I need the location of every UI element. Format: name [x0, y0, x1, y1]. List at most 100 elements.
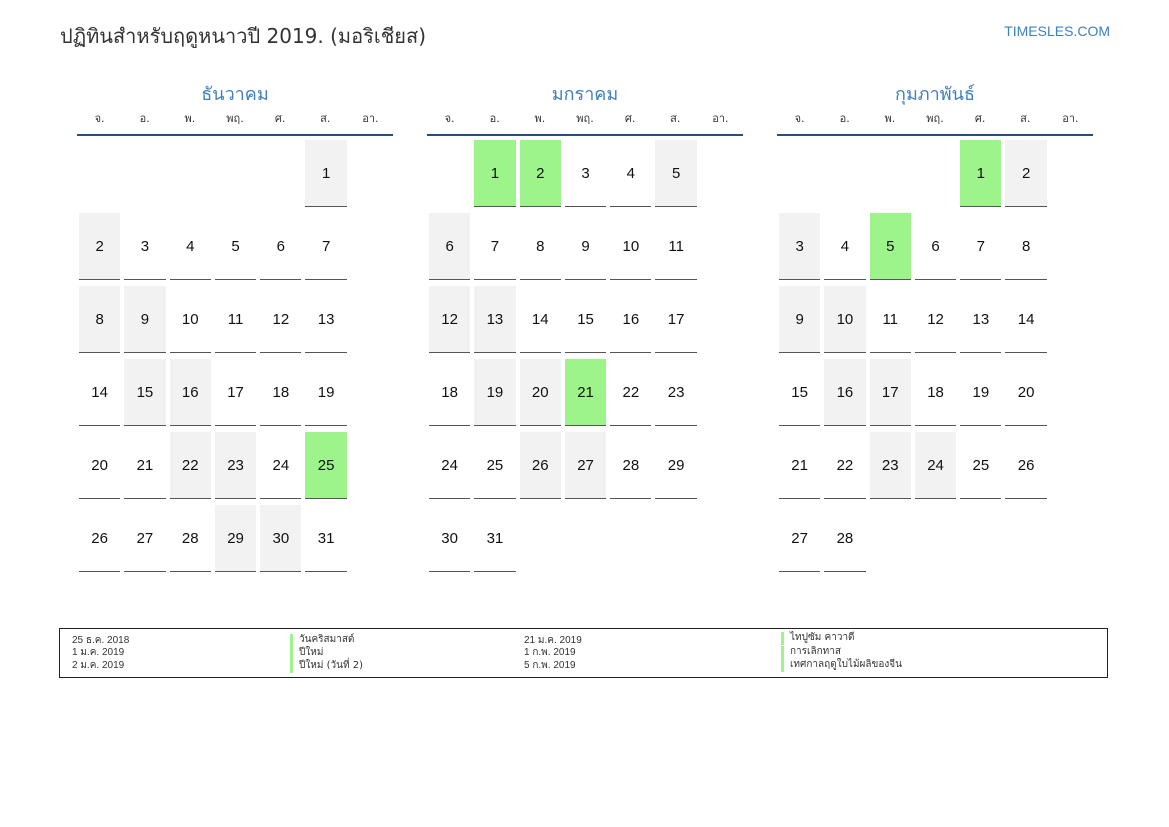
empty-cell: [79, 140, 120, 207]
day-cell: 3: [779, 213, 821, 280]
day-cell: 13: [960, 286, 1002, 353]
weekday-header: จ. อ. พ. พฤ. ศ. ส. อา.: [427, 110, 743, 136]
day-cell: 8: [519, 213, 561, 280]
day-cell: 11: [655, 213, 697, 280]
day-cell: 15: [564, 286, 607, 353]
holiday-day-cell: 5: [869, 213, 911, 280]
legend-holiday-name: ไทปูซัม คาวาดี: [781, 632, 855, 645]
day-cell: 15: [124, 359, 166, 426]
day-cell: 21: [124, 432, 166, 499]
weekday-label: อ.: [839, 112, 850, 125]
day-cell: 4: [824, 213, 866, 280]
day-cell: 9: [779, 286, 821, 353]
weekday-label: พ.: [884, 112, 896, 125]
day-cell: 27: [779, 505, 821, 572]
day-cell: 10: [169, 286, 211, 353]
day-cell: 19: [305, 359, 347, 426]
weekday-label: พฤ.: [926, 112, 944, 125]
day-cell: 23: [869, 432, 911, 499]
weekday-label: พ.: [184, 112, 196, 125]
weekday-label: พฤ.: [576, 112, 594, 125]
weekday-label: ส.: [320, 112, 331, 125]
holiday-day-cell: 1: [474, 140, 516, 207]
weekday-label: จ.: [94, 112, 105, 125]
day-cell: 29: [655, 432, 697, 499]
holiday-day-cell: 21: [564, 359, 607, 426]
day-cell: 11: [214, 286, 257, 353]
day-cell: 6: [429, 213, 471, 280]
weekday-label: อา.: [362, 112, 379, 125]
legend-holiday-name: ปีใหม่: [290, 647, 323, 660]
day-cell: 14: [1005, 286, 1047, 353]
day-cell: 1: [305, 140, 347, 207]
day-cell: 8: [1005, 213, 1047, 280]
weekday-label: ศ.: [274, 112, 286, 125]
holiday-legend: 25 ธ.ค. 2018 วันคริสมาสต์ 1 ม.ค. 2019 ปี…: [59, 628, 1108, 678]
day-cell: 20: [1005, 359, 1047, 426]
day-cell: 2: [1005, 140, 1047, 207]
day-cell: 23: [655, 359, 697, 426]
day-cell: 26: [1005, 432, 1047, 499]
weekday-label: ศ.: [974, 112, 986, 125]
legend-date: 1 ม.ค. 2019: [72, 647, 125, 658]
day-cell: 23: [214, 432, 257, 499]
day-cell: 24: [260, 432, 302, 499]
day-cell: 22: [169, 432, 211, 499]
day-cell: 13: [474, 286, 516, 353]
weekday-header: จ. อ. พ. พฤ. ศ. ส. อา.: [777, 110, 1093, 136]
day-cell: 15: [779, 359, 821, 426]
empty-cell: [779, 140, 820, 207]
weekday-label: จ.: [444, 112, 455, 125]
day-cell: 20: [79, 432, 121, 499]
empty-cell: [215, 140, 256, 207]
day-cell: 30: [260, 505, 302, 572]
weekday-label: จ.: [794, 112, 805, 125]
page-title: ปฏิทินสำหรับฤดูหนาวปี 2019. (มอริเชียส): [60, 24, 426, 48]
day-cell: 25: [960, 432, 1002, 499]
day-cell: 16: [169, 359, 211, 426]
day-cell: 17: [869, 359, 911, 426]
day-cell: 20: [519, 359, 561, 426]
day-cell: 17: [214, 359, 257, 426]
weekday-label: พฤ.: [226, 112, 244, 125]
legend-holiday-name: ปีใหม่ (วันที่ 2): [290, 660, 363, 673]
empty-cell: [260, 140, 301, 207]
day-cell: 6: [260, 213, 302, 280]
weekday-label: ศ.: [624, 112, 636, 125]
day-cell: 24: [429, 432, 471, 499]
day-cell: 21: [779, 432, 821, 499]
weekday-label: ส.: [1020, 112, 1031, 125]
empty-cell: [429, 140, 470, 207]
day-cell: 4: [610, 140, 652, 207]
empty-cell: [915, 140, 956, 207]
day-cell: 24: [914, 432, 957, 499]
day-cell: 14: [79, 359, 121, 426]
empty-cell: [870, 140, 911, 207]
day-cell: 17: [655, 286, 697, 353]
day-cell: 30: [429, 505, 471, 572]
day-cell: 12: [260, 286, 302, 353]
day-cell: 5: [655, 140, 697, 207]
weekday-label: อา.: [1062, 112, 1079, 125]
day-cell: 16: [824, 359, 866, 426]
day-cell: 29: [214, 505, 257, 572]
day-cell: 18: [260, 359, 302, 426]
brand-link[interactable]: TIMESLES.COM: [1004, 23, 1110, 39]
day-cell: 27: [124, 505, 166, 572]
holiday-day-cell: 1: [960, 140, 1002, 207]
day-cell: 14: [519, 286, 561, 353]
day-grid: 1 2 3 4 5 6 7 8 9 10 11 12 13 14 15 16 17 18 19 20 21 22 23 24 2…: [777, 140, 1093, 578]
weekday-label: อา.: [712, 112, 729, 125]
day-cell: 6: [914, 213, 957, 280]
weekday-label: พ.: [534, 112, 546, 125]
day-cell: 9: [564, 213, 607, 280]
legend-holiday-name: เทศกาลฤดูใบไม้ผลิของจีน: [781, 659, 902, 672]
empty-cell: [824, 140, 865, 207]
month-title: ธันวาคม: [201, 84, 269, 105]
day-cell: 10: [610, 213, 652, 280]
day-cell: 27: [564, 432, 607, 499]
day-cell: 2: [79, 213, 121, 280]
month-calendar: ธันวาคม จ. อ. พ. พฤ. ศ. ส. อา. 1 2 3 4 5 6 7 8 9 10 11 12 13…: [77, 80, 393, 578]
day-cell: 8: [79, 286, 121, 353]
day-cell: 3: [124, 213, 166, 280]
